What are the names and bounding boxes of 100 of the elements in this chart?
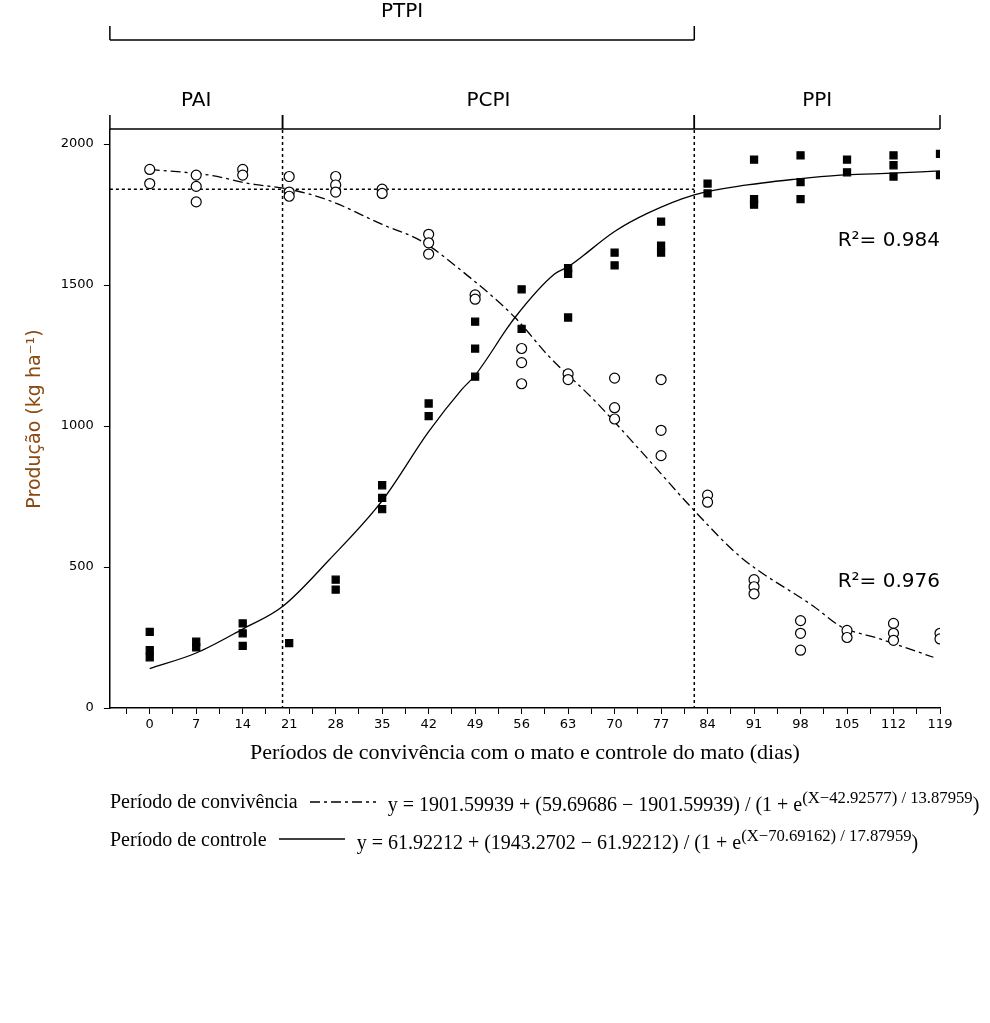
point — [563, 269, 573, 278]
point — [610, 248, 619, 257]
point — [748, 588, 760, 600]
point — [423, 237, 435, 249]
point — [516, 357, 528, 369]
point — [889, 172, 898, 181]
point — [238, 619, 247, 628]
x-tick-label: 105 — [834, 716, 860, 732]
point — [794, 615, 807, 627]
point — [144, 163, 156, 176]
point — [331, 575, 340, 584]
text: PAI — [181, 87, 212, 112]
point — [703, 189, 712, 198]
point — [703, 179, 712, 188]
point — [609, 402, 621, 414]
point — [655, 450, 667, 462]
point — [471, 372, 480, 381]
y-axis-title: Produção (kg ha⁻¹) — [22, 329, 45, 509]
point — [516, 342, 528, 355]
point — [190, 196, 202, 208]
point — [237, 169, 249, 181]
point — [656, 248, 666, 257]
point — [469, 293, 481, 305]
point — [192, 643, 201, 652]
point — [655, 373, 667, 386]
x-tick-label: 77 — [652, 716, 670, 732]
x-tick-label: 56 — [513, 716, 530, 732]
x-tick-label: 49 — [466, 716, 484, 732]
point — [331, 585, 340, 594]
point — [842, 168, 852, 177]
x-tick-label: 42 — [420, 716, 437, 732]
point — [796, 178, 805, 187]
x-tick-label: 84 — [699, 716, 716, 732]
point — [796, 151, 805, 160]
text: y = 1901.59939 + (59.69686 − 1901.59939) / (1 + e$^{(X−42.92577) / 13.87959}$) — [387, 788, 980, 816]
point — [887, 634, 900, 646]
point — [842, 155, 852, 164]
point — [609, 413, 621, 425]
x-tick-label: 91 — [745, 716, 763, 732]
text: PTPI — [380, 0, 424, 23]
point — [749, 155, 759, 164]
x-tick-label: 119 — [927, 716, 953, 732]
point — [238, 641, 247, 651]
point — [471, 344, 480, 353]
point — [516, 378, 528, 390]
point — [841, 631, 853, 644]
annotation: R²= 0.984 — [837, 227, 940, 252]
point — [749, 200, 759, 209]
point — [238, 629, 247, 638]
point — [517, 285, 526, 294]
point — [378, 505, 387, 514]
point — [794, 644, 807, 656]
point — [517, 324, 526, 333]
y-tick-label: 2000 — [60, 135, 94, 151]
x-tick-label: 14 — [234, 716, 251, 732]
text: y = 61.92212 + (1943.2702 − 61.92212) / (1 + e$^{(X−70.69162) / 17.87959}$) — [356, 825, 919, 854]
point — [889, 161, 898, 170]
point — [563, 313, 573, 322]
point — [424, 412, 433, 421]
x-tick-label: 112 — [881, 716, 906, 732]
point — [889, 151, 898, 160]
y-tick-label: 1000 — [60, 417, 94, 433]
point — [190, 180, 202, 192]
point — [145, 653, 154, 662]
point — [285, 639, 294, 648]
y-tick-label: 500 — [69, 558, 94, 574]
point — [378, 493, 387, 503]
point — [330, 186, 342, 198]
annotation: R²= 0.976 — [837, 568, 940, 593]
point — [423, 248, 435, 260]
point — [378, 481, 387, 490]
point — [701, 496, 714, 508]
legend-label: Período de convivência — [110, 790, 298, 814]
point — [144, 177, 156, 190]
legend-label: Período de controle — [110, 827, 267, 851]
point — [656, 217, 666, 226]
x-axis-title: Períodos de convivência com o mato e controle do mato (dias) — [250, 738, 800, 764]
point — [794, 627, 807, 639]
point — [887, 617, 900, 630]
x-tick-label: 35 — [373, 716, 391, 732]
x-tick-label: 28 — [327, 716, 344, 732]
point — [655, 424, 667, 436]
x-tick-label: 21 — [280, 716, 298, 732]
point — [424, 399, 433, 408]
point — [471, 317, 480, 326]
x-tick-label: 7 — [192, 716, 201, 732]
y-tick-label: 1500 — [60, 276, 94, 292]
point — [609, 372, 621, 384]
x-tick-label: 63 — [559, 716, 577, 732]
point — [190, 169, 202, 181]
point — [283, 190, 295, 202]
text: PPI — [802, 87, 833, 112]
text: PCPI — [466, 87, 511, 112]
x-tick-label: 98 — [792, 716, 809, 732]
point — [283, 170, 295, 183]
y-tick-label: 0 — [85, 699, 94, 715]
x-tick-label: 0 — [145, 716, 154, 732]
x-tick-label: 70 — [606, 716, 623, 732]
point — [796, 194, 805, 204]
point — [145, 627, 154, 637]
